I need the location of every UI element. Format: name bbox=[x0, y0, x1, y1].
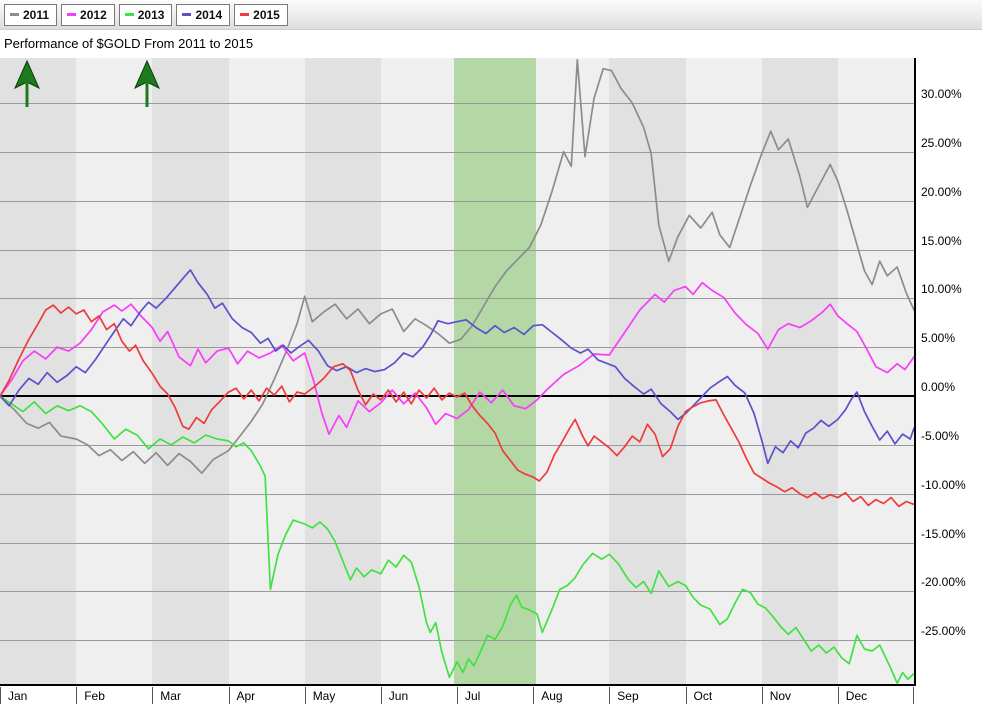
month-tick bbox=[76, 687, 78, 704]
legend-item-label: 2015 bbox=[253, 7, 280, 22]
month-tick bbox=[380, 687, 382, 704]
month-label-may: May bbox=[312, 689, 336, 703]
month-stripe-jun bbox=[380, 58, 458, 684]
month-stripe-nov bbox=[761, 58, 839, 684]
x-axis: Jan Feb Mar Apr May Jun Jul Aug Sep Oct Nov Dec bbox=[0, 686, 982, 710]
month-label-jul: Jul bbox=[465, 689, 481, 703]
month-label-apr: Apr bbox=[236, 689, 256, 703]
month-label-mar: Mar bbox=[160, 689, 181, 703]
gridline--10 bbox=[0, 493, 914, 495]
month-label-dec: Dec bbox=[845, 689, 868, 703]
legend-item-label: 2014 bbox=[195, 7, 223, 22]
legend-item-label: 2012 bbox=[80, 7, 107, 22]
gridline--20 bbox=[0, 591, 914, 593]
legend-bar: 2011 2012 2013 2014 2015 bbox=[0, 0, 982, 30]
up-arrow-icon-1 bbox=[13, 59, 41, 107]
y-axis: 30.00% 25.00% 20.00% 15.00% 10.00% 5.00% 0.00%… bbox=[921, 58, 981, 684]
month-tick bbox=[913, 687, 914, 704]
month-tick bbox=[609, 687, 611, 704]
zero-gridline bbox=[0, 395, 914, 397]
month-tick bbox=[761, 687, 763, 704]
y-axis-label: -10.00% bbox=[921, 477, 966, 492]
gridline-30 bbox=[0, 102, 914, 104]
legend-item-2012[interactable]: 2012 bbox=[61, 3, 115, 26]
highlight-band-july bbox=[454, 58, 537, 684]
gridline-15 bbox=[0, 249, 914, 251]
y-axis-label: -25.00% bbox=[921, 624, 966, 639]
y-axis-label: 15.00% bbox=[921, 233, 962, 248]
legend-dash-icon bbox=[10, 13, 19, 16]
month-label-aug: Aug bbox=[541, 689, 563, 703]
month-stripe-sep bbox=[609, 58, 686, 684]
month-tick bbox=[304, 687, 306, 704]
month-tick bbox=[0, 687, 1, 704]
month-stripe-feb bbox=[76, 58, 153, 684]
gridline-25 bbox=[0, 151, 914, 153]
legend-item-2015[interactable]: 2015 bbox=[234, 3, 288, 26]
legend-dash-icon bbox=[240, 13, 250, 16]
legend-dash-icon bbox=[67, 13, 77, 16]
y-axis-label: 5.00% bbox=[921, 331, 956, 346]
legend-item-2013[interactable]: 2013 bbox=[118, 3, 173, 26]
y-axis-label: -15.00% bbox=[921, 526, 966, 541]
month-stripe-apr bbox=[228, 58, 306, 684]
gridline--25 bbox=[0, 640, 914, 642]
gridline-5 bbox=[0, 347, 914, 349]
y-axis-label: -5.00% bbox=[921, 428, 960, 443]
legend-item-2014[interactable]: 2014 bbox=[176, 3, 231, 26]
month-label-jun: Jun bbox=[388, 689, 409, 703]
page-title: Performance of $GOLD From 2011 to 2015 bbox=[4, 36, 254, 51]
month-stripe-may bbox=[304, 58, 382, 684]
month-label-nov: Nov bbox=[769, 689, 792, 703]
legend-dash-icon bbox=[124, 13, 134, 16]
title-row: Performance of $GOLD From 2011 to 2015 bbox=[0, 30, 982, 58]
up-arrow-icon-2 bbox=[133, 59, 161, 107]
month-label-feb: Feb bbox=[84, 689, 105, 703]
gridline-10 bbox=[0, 298, 914, 300]
gridline--5 bbox=[0, 444, 914, 446]
gridline-20 bbox=[0, 200, 914, 202]
y-axis-label: -20.00% bbox=[921, 575, 966, 590]
month-stripe-oct bbox=[685, 58, 763, 684]
month-tick bbox=[152, 687, 154, 704]
gridline--15 bbox=[0, 542, 914, 544]
y-axis-label: 25.00% bbox=[921, 135, 962, 150]
series-line-2013 bbox=[0, 395, 914, 684]
y-axis-label: 30.00% bbox=[921, 86, 962, 101]
legend-item-2011[interactable]: 2011 bbox=[4, 3, 58, 26]
month-stripe-mar bbox=[152, 58, 229, 684]
month-tick bbox=[228, 687, 230, 704]
month-tick bbox=[457, 687, 458, 704]
month-tick bbox=[685, 687, 687, 704]
month-label-jan: Jan bbox=[8, 689, 28, 703]
y-axis-label: 0.00% bbox=[921, 380, 956, 394]
series-line-2014 bbox=[0, 269, 914, 465]
legend: 2011 2012 2013 2014 2015 bbox=[4, 3, 288, 26]
month-tick bbox=[837, 687, 839, 704]
month-stripe-dec bbox=[837, 58, 914, 684]
series-canvas bbox=[0, 59, 914, 684]
month-label-sep: Sep bbox=[617, 689, 639, 703]
legend-item-label: 2011 bbox=[23, 7, 50, 22]
series-line-2011 bbox=[0, 59, 914, 475]
series-line-2012 bbox=[0, 281, 914, 435]
legend-item-label: 2013 bbox=[137, 7, 165, 22]
legend-dash-icon bbox=[182, 13, 192, 16]
series-line-2015 bbox=[0, 304, 914, 508]
month-label-oct: Oct bbox=[693, 689, 713, 703]
plot-area bbox=[0, 58, 916, 686]
y-axis-label: 10.00% bbox=[921, 282, 962, 297]
month-tick bbox=[533, 687, 535, 704]
y-axis-label: 20.00% bbox=[921, 184, 962, 199]
